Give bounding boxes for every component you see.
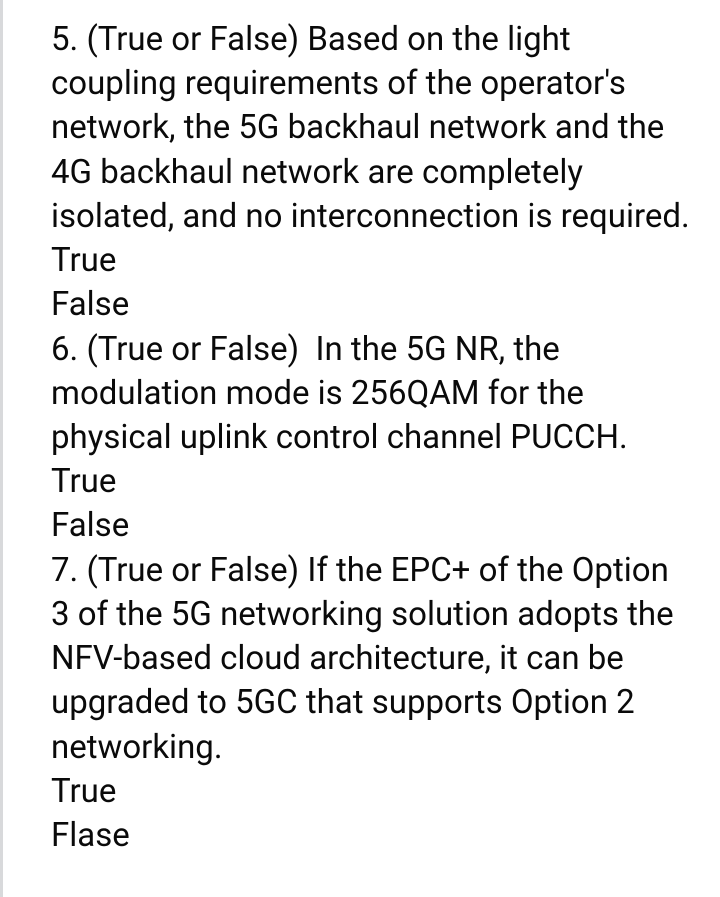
question-prefix: (True or False) <box>86 330 299 369</box>
option-true: True <box>51 770 692 814</box>
question-block-5: 5. (True or False) Based on the light co… <box>51 18 692 328</box>
option-false: Flase <box>51 814 692 858</box>
question-number: 7. <box>51 551 78 590</box>
question-prefix: (True or False) <box>86 20 299 59</box>
option-true: True <box>51 239 692 283</box>
question-text: 5. (True or False) Based on the light co… <box>51 18 692 239</box>
option-true: True <box>51 460 692 504</box>
question-text: 7. (True or False) If the EPC+ of the Op… <box>51 549 692 770</box>
question-prefix: (True or False) <box>86 551 299 590</box>
question-number: 6. <box>51 330 78 369</box>
document-page: 5. (True or False) Based on the light co… <box>0 0 720 897</box>
option-false: False <box>51 283 692 327</box>
question-text: 6. (True or False) In the 5G NR, the mod… <box>51 328 692 461</box>
question-block-7: 7. (True or False) If the EPC+ of the Op… <box>51 549 692 859</box>
question-block-6: 6. (True or False) In the 5G NR, the mod… <box>51 328 692 549</box>
question-number: 5. <box>51 20 78 59</box>
option-false: False <box>51 504 692 548</box>
